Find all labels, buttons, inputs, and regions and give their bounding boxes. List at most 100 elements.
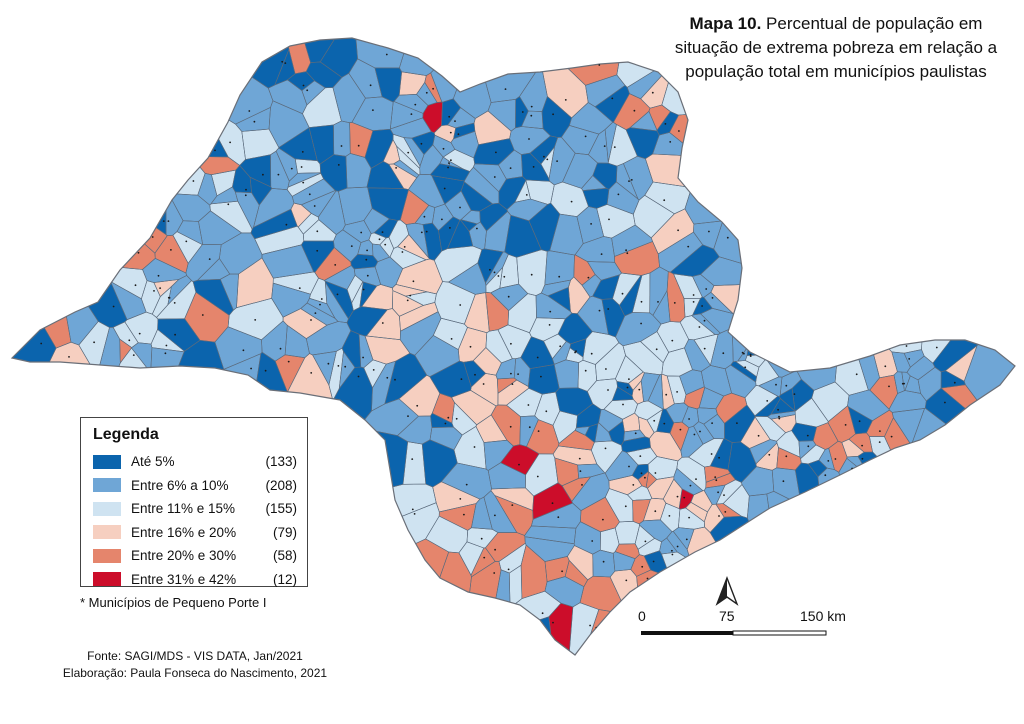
municipality xyxy=(499,254,519,289)
municipality xyxy=(211,170,236,196)
municipality xyxy=(374,218,398,238)
municipality xyxy=(704,504,725,533)
municipality xyxy=(338,187,373,225)
small-municipality-dot xyxy=(334,264,337,266)
municipality xyxy=(673,468,703,495)
small-municipality-dot xyxy=(537,430,540,432)
municipality xyxy=(545,556,570,582)
municipality xyxy=(633,195,675,238)
small-municipality-dot xyxy=(459,206,461,209)
municipality-boundary xyxy=(636,569,802,655)
small-municipality-dot xyxy=(201,314,204,316)
small-municipality-dot xyxy=(775,383,777,386)
municipality xyxy=(12,69,167,235)
municipality xyxy=(430,413,454,428)
small-municipality-dot xyxy=(710,453,713,455)
municipality xyxy=(228,298,284,340)
municipality xyxy=(613,93,650,130)
scale-label-150: 150 km xyxy=(800,608,846,624)
municipality xyxy=(838,458,1015,655)
small-municipality-dot xyxy=(677,229,679,232)
municipality xyxy=(889,390,927,413)
municipality xyxy=(307,298,336,319)
municipality xyxy=(704,466,731,483)
municipality-boundary xyxy=(569,102,614,135)
municipality xyxy=(320,38,358,78)
municipality xyxy=(346,306,388,336)
small-municipality-dot xyxy=(688,418,690,420)
municipality xyxy=(274,49,296,85)
municipality-boundary xyxy=(608,420,625,446)
municipality xyxy=(119,339,132,363)
small-municipality-dot xyxy=(644,540,647,543)
municipality xyxy=(12,38,206,196)
small-municipality-dot xyxy=(639,455,642,457)
small-municipality-dot xyxy=(708,230,710,233)
legend-count: (133) xyxy=(265,454,297,470)
municipality-boundary xyxy=(746,285,803,356)
municipality-boundary xyxy=(346,306,388,337)
small-municipality-dot xyxy=(785,455,788,458)
municipality xyxy=(405,291,437,306)
small-municipality-dot xyxy=(112,305,115,308)
municipality-boundary xyxy=(679,369,705,396)
municipality xyxy=(82,38,273,125)
small-municipality-dot xyxy=(605,368,607,370)
small-municipality-dot xyxy=(905,345,908,347)
municipality xyxy=(530,135,558,164)
municipality xyxy=(564,602,599,655)
municipality xyxy=(219,232,262,275)
small-municipality-dot xyxy=(192,180,195,182)
municipality xyxy=(565,347,584,363)
legend-label: Entre 20% e 30% xyxy=(131,548,237,564)
municipality-boundary xyxy=(611,224,653,257)
municipality xyxy=(392,284,428,297)
small-municipality-dot xyxy=(386,376,389,379)
small-municipality-dot xyxy=(824,474,827,477)
small-municipality-dot xyxy=(412,280,415,283)
small-municipality-dot xyxy=(718,456,720,459)
small-municipality-dot xyxy=(416,404,419,407)
municipality xyxy=(592,274,620,300)
small-municipality-dot xyxy=(153,290,155,292)
municipality xyxy=(679,369,705,395)
small-municipality-dot xyxy=(617,193,620,196)
small-municipality-dot xyxy=(782,480,785,483)
municipality-boundary xyxy=(586,378,618,410)
municipality xyxy=(241,129,279,160)
municipality xyxy=(665,402,689,423)
small-municipality-dot xyxy=(290,167,293,170)
municipality-boundary xyxy=(910,407,1015,655)
municipality-boundary xyxy=(520,544,548,600)
municipality xyxy=(383,139,400,165)
municipality-boundary xyxy=(547,286,571,313)
municipality xyxy=(210,186,238,204)
small-municipality-dot xyxy=(476,227,478,230)
municipality-boundary xyxy=(271,282,311,318)
municipality xyxy=(747,494,782,600)
small-municipality-dot xyxy=(632,484,635,486)
municipality-boundary xyxy=(411,131,436,155)
municipality xyxy=(471,547,496,577)
municipality xyxy=(857,452,953,565)
municipality xyxy=(473,347,502,376)
municipality xyxy=(416,82,438,106)
municipality xyxy=(524,525,576,544)
municipality xyxy=(591,440,623,474)
municipality xyxy=(676,457,706,491)
small-municipality-dot xyxy=(302,181,305,184)
small-municipality-dot xyxy=(403,246,406,248)
municipality xyxy=(575,236,615,263)
small-municipality-dot xyxy=(777,408,779,411)
municipality-boundary xyxy=(650,208,695,255)
municipality xyxy=(506,388,543,417)
small-municipality-dot xyxy=(695,478,697,480)
municipality xyxy=(587,261,622,281)
municipality xyxy=(345,153,372,189)
legend-count: (208) xyxy=(265,477,297,493)
legend-item: Entre 16% e 20% (79) xyxy=(93,521,297,545)
municipality xyxy=(649,266,669,316)
municipality xyxy=(432,393,455,424)
municipality xyxy=(371,361,396,411)
